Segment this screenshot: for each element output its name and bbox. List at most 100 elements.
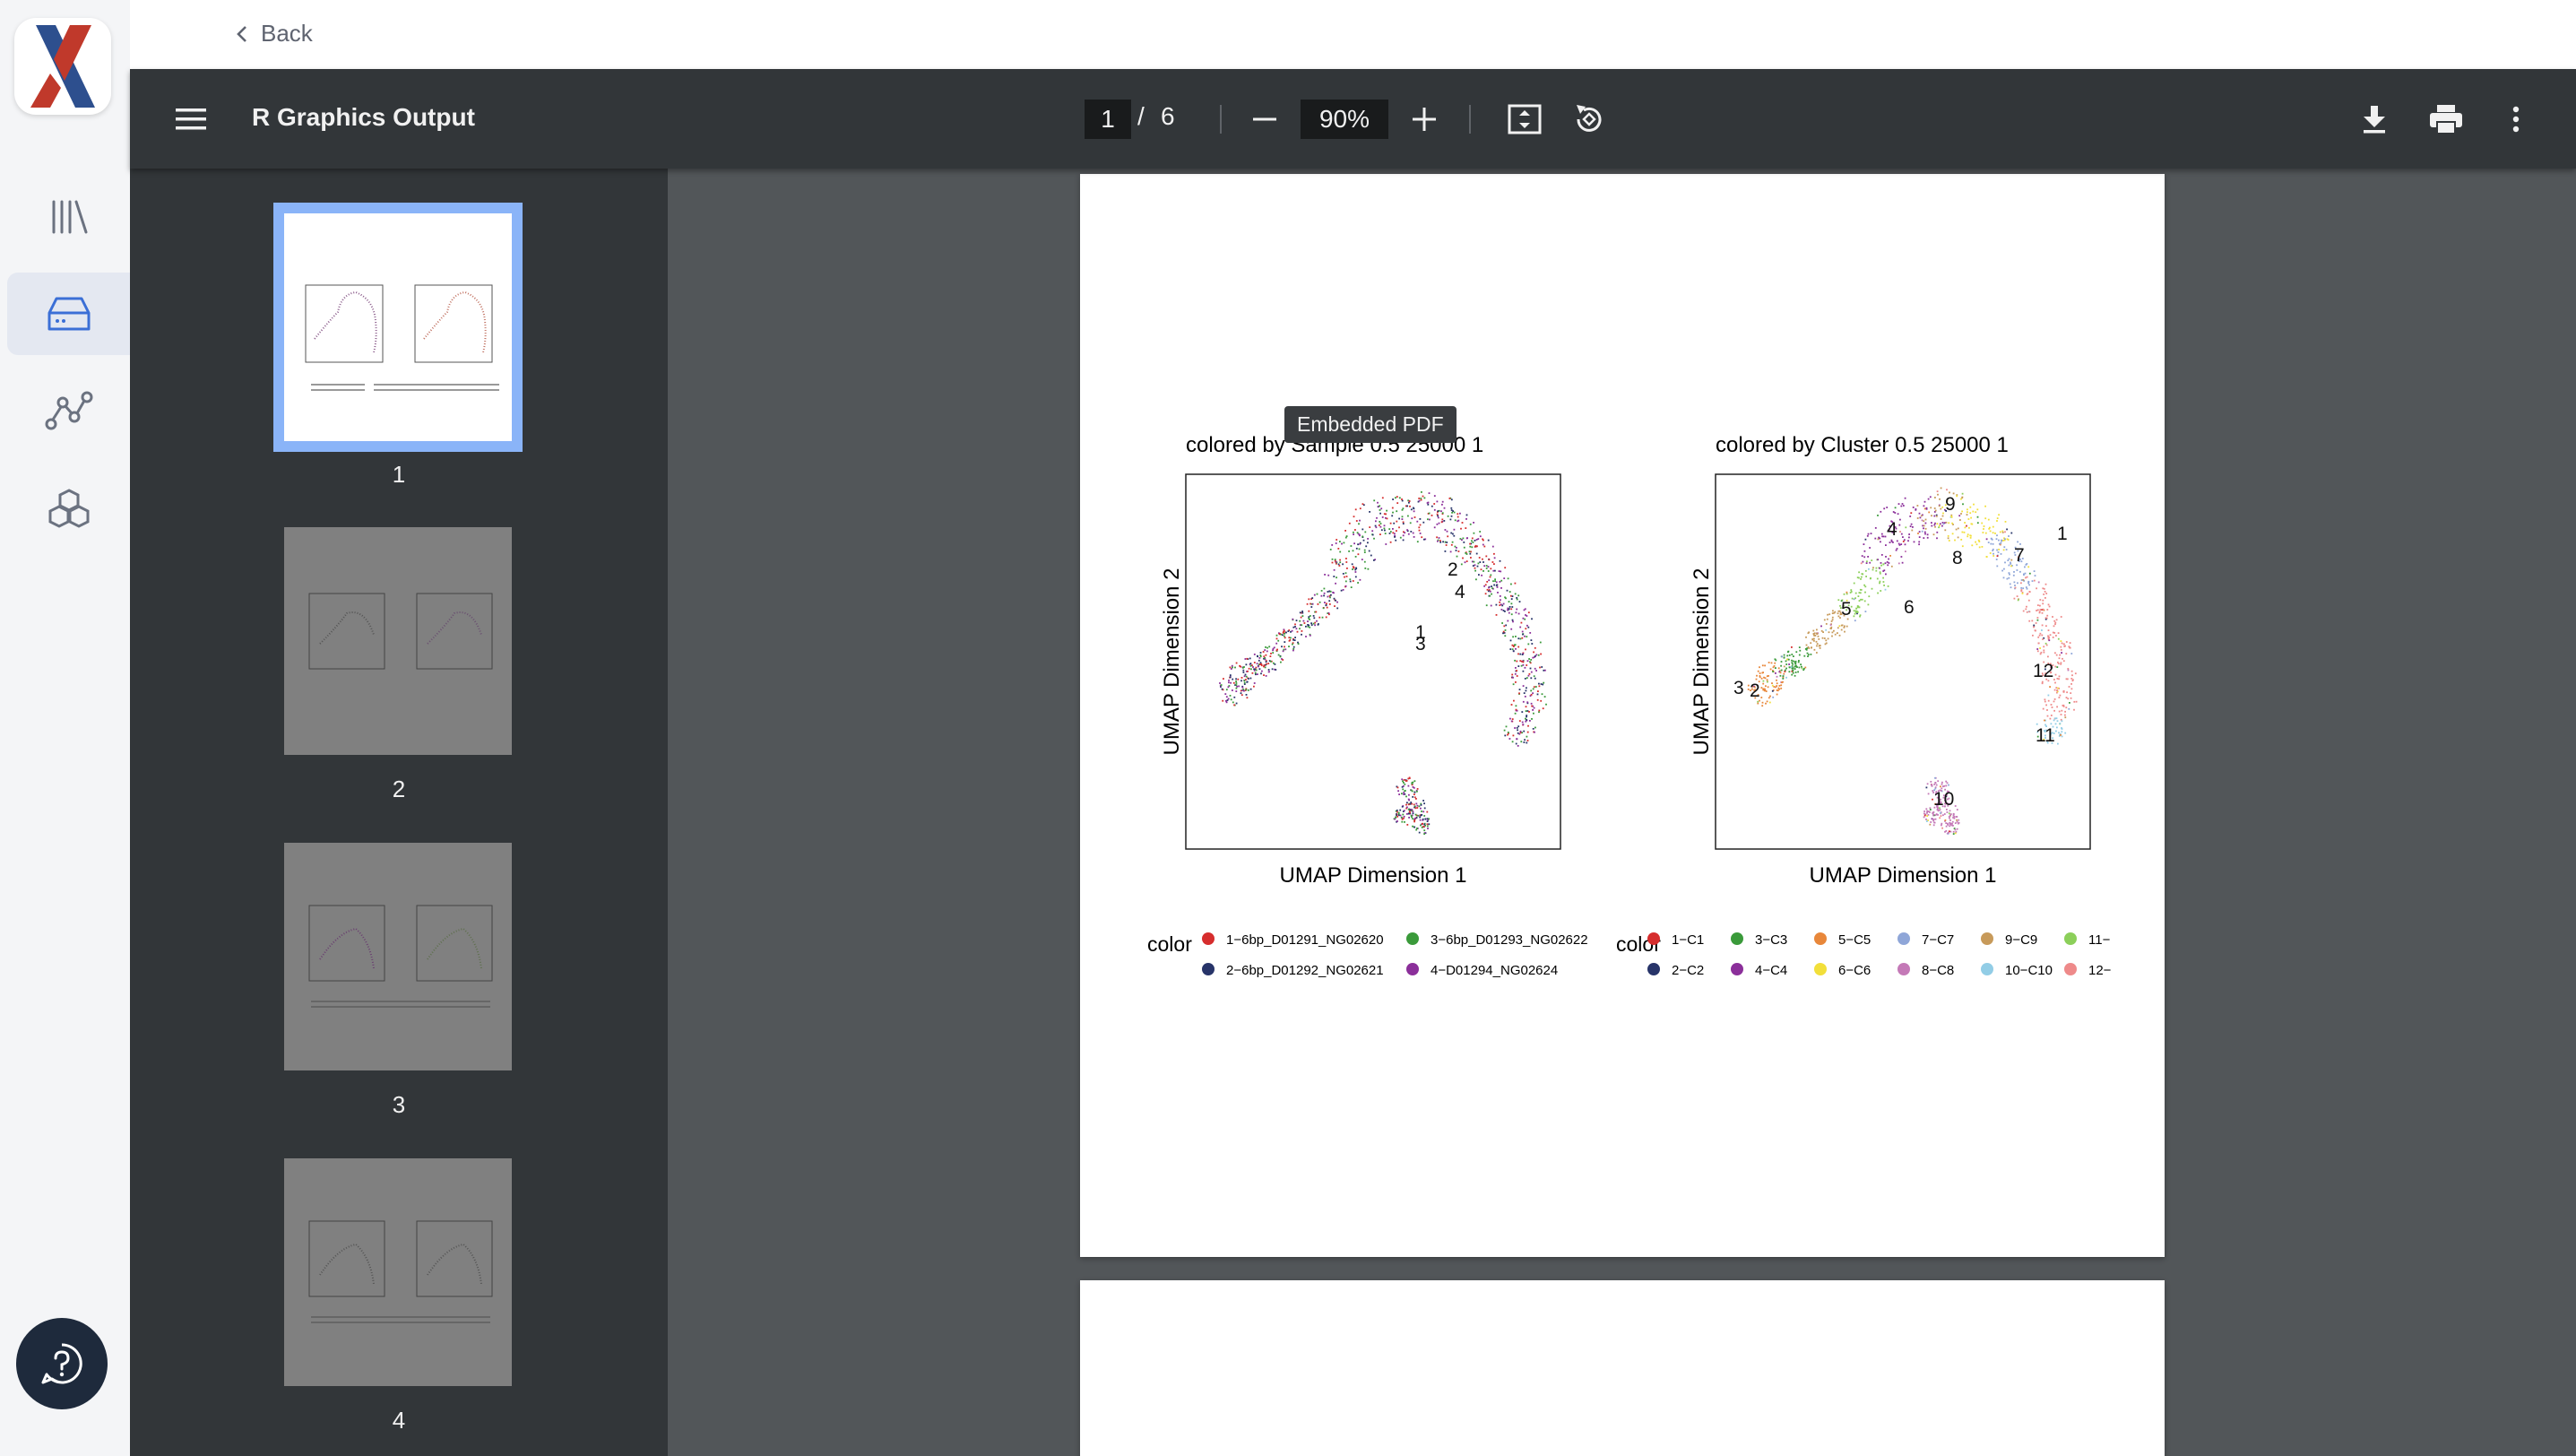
scatter-point bbox=[1891, 521, 1894, 524]
scatter-point bbox=[1515, 708, 1517, 711]
help-button[interactable] bbox=[16, 1318, 108, 1409]
scatter-point bbox=[1796, 666, 1798, 668]
download-button[interactable] bbox=[2355, 100, 2394, 139]
scatter-point bbox=[1757, 670, 1759, 672]
thumbnail-page-2[interactable] bbox=[284, 527, 512, 755]
scatter-point bbox=[1438, 537, 1440, 539]
thumbnail-preview bbox=[308, 593, 493, 670]
zoom-out-button[interactable] bbox=[1247, 101, 1283, 137]
scatter-point bbox=[1462, 557, 1464, 559]
scatter-point bbox=[1279, 655, 1282, 658]
scatter-point bbox=[1779, 674, 1782, 677]
zoom-input[interactable]: 90% bbox=[1301, 100, 1388, 139]
scatter-point bbox=[1541, 666, 1543, 668]
scatter-point bbox=[1410, 802, 1413, 803]
scatter-point bbox=[1520, 621, 1523, 624]
scatter-point bbox=[1490, 604, 1492, 607]
scatter-point bbox=[1259, 663, 1261, 665]
scatter-point bbox=[1956, 809, 1958, 810]
scatter-point bbox=[1840, 600, 1843, 602]
scatter-point bbox=[1416, 520, 1419, 523]
rotate-button[interactable] bbox=[1569, 100, 1609, 139]
scatter-point bbox=[1455, 550, 1457, 551]
scatter-point bbox=[1249, 688, 1252, 690]
scatter-point bbox=[1495, 603, 1498, 606]
scatter-point bbox=[1414, 813, 1417, 816]
more-options-button[interactable] bbox=[2496, 100, 2536, 139]
scatter-point bbox=[1536, 693, 1539, 696]
scatter-point bbox=[2042, 674, 2044, 676]
scatter-point bbox=[1824, 643, 1827, 646]
scatter-point bbox=[1354, 568, 1357, 571]
print-button[interactable] bbox=[2426, 100, 2466, 139]
rail-item-workflow[interactable] bbox=[7, 369, 130, 452]
scatter-point bbox=[1947, 537, 1949, 540]
scatter-point bbox=[1391, 507, 1394, 509]
scatter-point bbox=[1508, 601, 1510, 602]
scatter-point bbox=[1451, 541, 1454, 543]
app-logo[interactable] bbox=[14, 18, 111, 115]
scatter-point bbox=[1402, 785, 1405, 787]
scatter-point bbox=[1525, 710, 1527, 712]
rail-item-storage[interactable] bbox=[7, 273, 130, 355]
scatter-point bbox=[1487, 566, 1490, 568]
scatter-point bbox=[1892, 542, 1894, 543]
scatter-point bbox=[1517, 725, 1520, 728]
page-number-input[interactable]: 1 bbox=[1085, 100, 1131, 139]
scatter-point bbox=[1820, 625, 1822, 628]
y-axis-label: UMAP Dimension 2 bbox=[1690, 568, 1714, 756]
thumbnail-page-4[interactable] bbox=[284, 1158, 512, 1386]
scatter-point bbox=[2056, 691, 2058, 694]
scatter-point bbox=[1909, 525, 1912, 527]
rail-item-library[interactable] bbox=[7, 176, 130, 258]
scatter-point bbox=[1465, 552, 1467, 554]
scatter-point bbox=[1883, 585, 1885, 586]
scatter-point bbox=[1403, 793, 1405, 795]
scatter-point bbox=[1846, 625, 1848, 628]
zoom-in-button[interactable] bbox=[1406, 101, 1442, 137]
rail-item-packages[interactable] bbox=[7, 466, 130, 549]
thumbnail-page-3[interactable] bbox=[284, 843, 512, 1070]
scatter-point bbox=[1363, 551, 1366, 553]
scatter-point bbox=[1761, 664, 1764, 667]
scatter-point bbox=[2013, 597, 2016, 600]
scatter-point bbox=[1333, 576, 1336, 577]
scatter-point bbox=[1411, 517, 1413, 520]
menu-button[interactable] bbox=[173, 101, 209, 137]
legend-label: 3−C3 bbox=[1755, 932, 1787, 948]
scatter-point bbox=[2057, 637, 2060, 640]
packages-icon bbox=[48, 489, 89, 528]
scatter-point bbox=[1529, 720, 1531, 722]
scatter-point bbox=[1904, 497, 1906, 499]
scatter-point bbox=[1956, 819, 1958, 821]
scatter-point bbox=[1801, 665, 1802, 668]
scatter-point bbox=[1227, 698, 1230, 700]
scatter-point bbox=[1427, 513, 1430, 515]
scatter-point bbox=[1868, 595, 1871, 598]
scatter-point bbox=[1905, 526, 1907, 529]
thumbnail-page-1[interactable] bbox=[273, 203, 523, 452]
back-button[interactable]: Back bbox=[236, 20, 313, 48]
scatter-point bbox=[1280, 661, 1282, 663]
scatter-point bbox=[2058, 697, 2061, 698]
scatter-point bbox=[1284, 632, 1285, 635]
scatter-point bbox=[1515, 705, 1517, 707]
scatter-point bbox=[1394, 533, 1396, 535]
scatter-point bbox=[1885, 544, 1887, 546]
scatter-point bbox=[1946, 790, 1949, 793]
scatter-point bbox=[2027, 599, 2030, 602]
scatter-point bbox=[1943, 805, 1946, 808]
scatter-point bbox=[1993, 552, 1994, 555]
scatter-point bbox=[1960, 513, 1962, 515]
scatter-point bbox=[1341, 542, 1343, 545]
scatter-point bbox=[1384, 529, 1386, 532]
scatter-point bbox=[1291, 629, 1293, 632]
pdf-viewer[interactable]: colored by Sample 0.5 25000 1 UMAP Dimen… bbox=[668, 169, 2576, 1456]
scatter-point bbox=[1956, 820, 1958, 823]
fit-page-button[interactable] bbox=[1505, 100, 1544, 139]
scatter-point bbox=[1839, 613, 1842, 616]
scatter-point bbox=[1354, 571, 1357, 573]
scatter-point bbox=[1336, 539, 1338, 541]
scatter-point bbox=[1786, 654, 1789, 657]
scatter-point bbox=[1249, 663, 1252, 664]
